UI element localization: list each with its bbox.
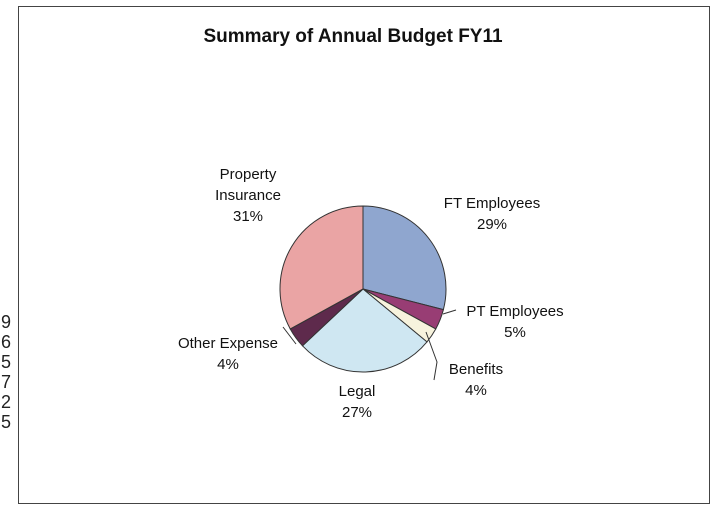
leader-line xyxy=(442,309,457,315)
slice-percent: 4% xyxy=(217,356,239,373)
leader-lines xyxy=(282,309,457,381)
slice-name: Other Expense xyxy=(178,335,278,352)
slice-label: Other Expense 4% xyxy=(178,335,278,373)
side-number: 5 xyxy=(1,352,12,372)
side-number: 5 xyxy=(1,412,12,432)
pie-slice-ft-employees xyxy=(362,205,447,311)
pie-slice-legal xyxy=(301,288,428,373)
leader-line xyxy=(425,331,438,381)
slice-label: Benefits 4% xyxy=(449,361,503,399)
pie-slices xyxy=(279,205,447,373)
slice-name: FT Employees xyxy=(444,195,540,212)
side-number: 6 xyxy=(1,332,12,352)
slice-label: PT Employees 5% xyxy=(466,303,563,341)
slice-percent: 5% xyxy=(504,324,526,341)
side-number: 7 xyxy=(1,372,12,392)
slice-percent: 31% xyxy=(233,208,263,225)
slice-percent: 29% xyxy=(477,216,507,233)
leader-line xyxy=(282,326,297,345)
slice-name: Legal xyxy=(339,383,376,400)
slice-name: Property xyxy=(220,166,277,183)
slice-percent: 27% xyxy=(342,404,372,421)
side-numbers: 9 6 5 7 2 5 xyxy=(1,312,15,432)
slice-name: Benefits xyxy=(449,361,503,378)
slice-label: Legal 27% xyxy=(339,383,376,421)
slice-label: FT Employees 29% xyxy=(444,195,540,233)
slice-percent: 4% xyxy=(465,382,487,399)
side-number: 9 xyxy=(1,312,12,332)
slice-labels: FT Employees 29% PT Employees 5% Benefits 4% L… xyxy=(178,166,564,421)
side-number: 2 xyxy=(1,392,12,412)
pie-slice-property-insurance xyxy=(279,205,364,330)
slice-name: PT Employees xyxy=(466,303,563,320)
slice-name: Insurance xyxy=(215,187,281,204)
chart-title: Summary of Annual Budget FY11 xyxy=(203,26,503,47)
slice-label: Property Insurance 31% xyxy=(215,166,281,225)
